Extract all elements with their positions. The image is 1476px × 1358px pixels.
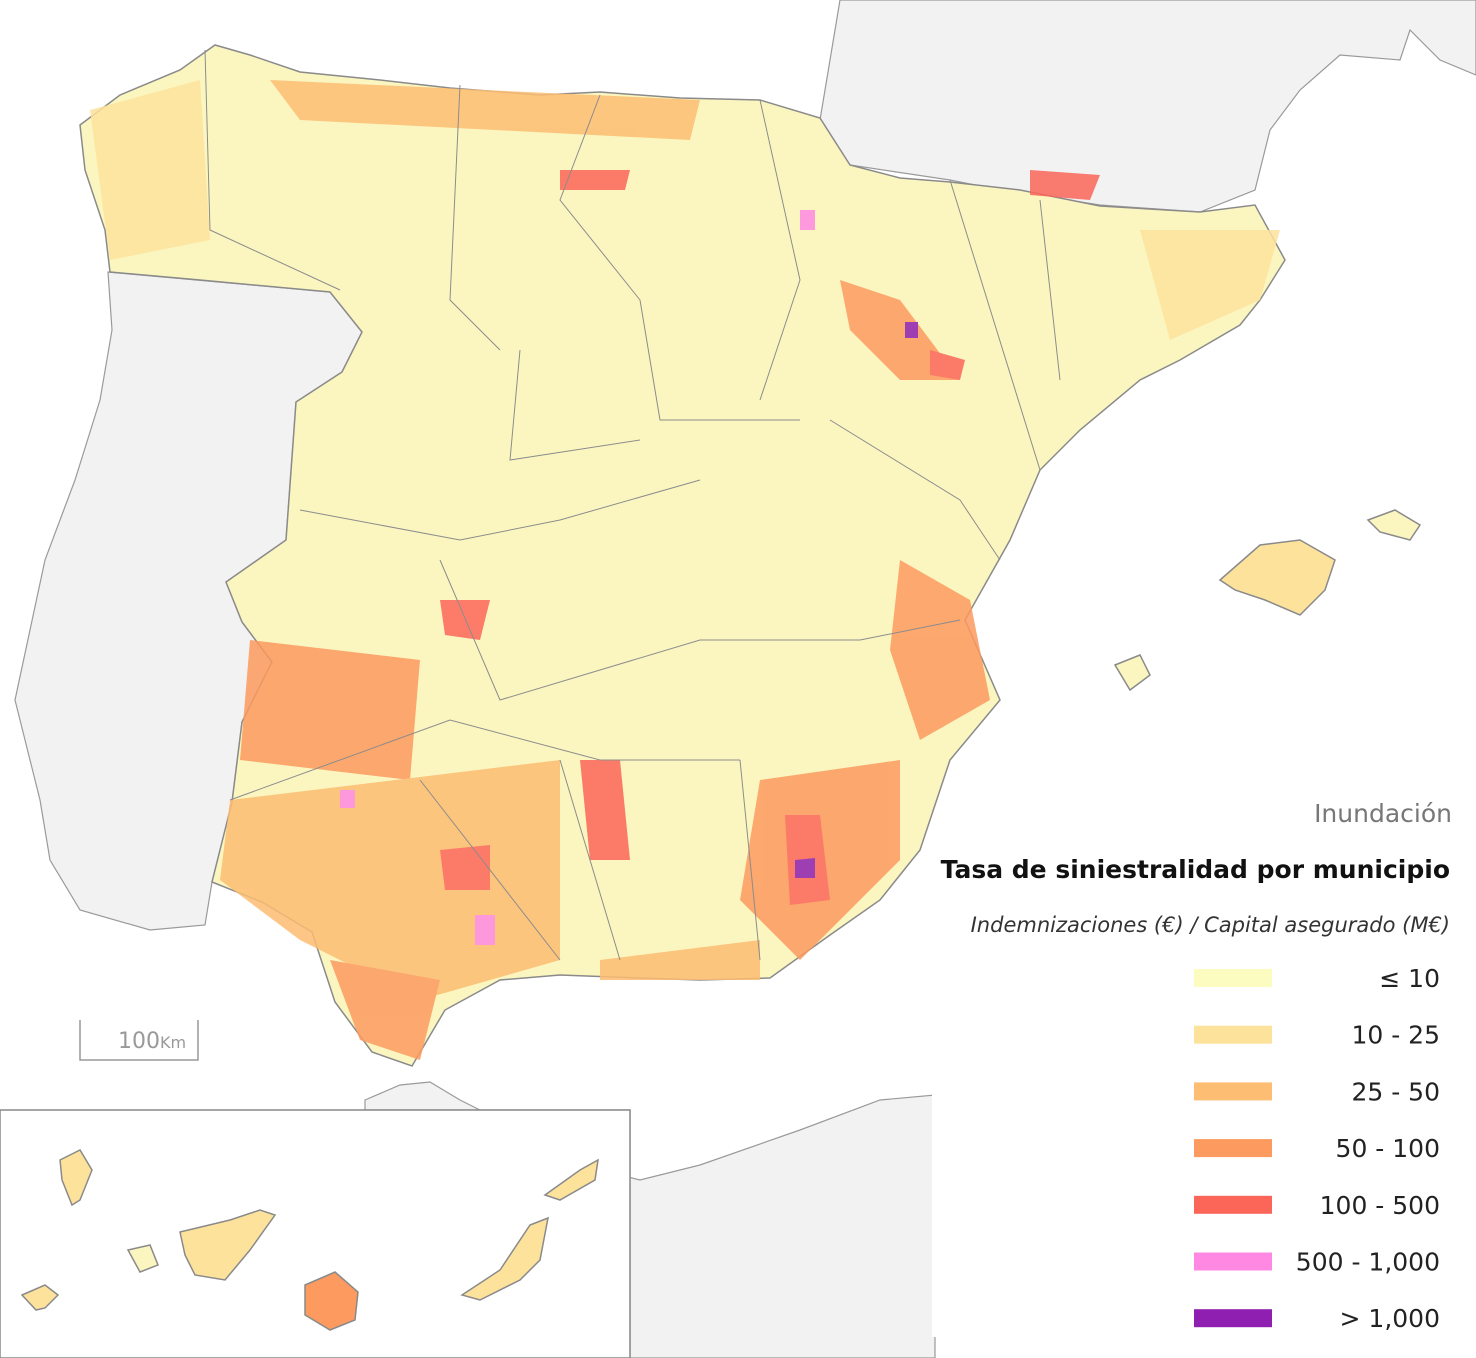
balearics xyxy=(1113,509,1422,692)
map-subtitle-top: Inundación xyxy=(1314,799,1452,828)
legend: ≤ 10 10 - 25 25 - 50 50 - 100 100 - 500 500 -… xyxy=(1194,964,1440,1333)
legend-box xyxy=(932,925,1450,1337)
map-title: Tasa de siniestralidad por municipio xyxy=(941,855,1450,884)
legend-swatch xyxy=(1194,969,1272,987)
legend-swatch xyxy=(1194,1082,1272,1101)
scale-value: 100 xyxy=(118,1029,160,1054)
legend-label: 50 - 100 xyxy=(1336,1134,1440,1163)
map-subtitle: Indemnizaciones (€) / Capital asegurado … xyxy=(971,913,1450,937)
legend-swatch xyxy=(1194,1252,1272,1271)
legend-label: 25 - 50 xyxy=(1351,1077,1440,1106)
legend-swatch xyxy=(1194,1139,1272,1158)
legend-label: 10 - 25 xyxy=(1351,1021,1440,1050)
legend-swatch xyxy=(1194,1025,1272,1044)
legend-label: ≤ 10 xyxy=(1379,964,1440,993)
scale-bar-label: 100Km xyxy=(118,1029,186,1054)
province-borders xyxy=(204,49,1061,961)
legend-swatch xyxy=(1194,1195,1272,1214)
legend-label: 100 - 500 xyxy=(1320,1191,1440,1220)
legend-label: 500 - 1,000 xyxy=(1296,1248,1440,1277)
legend-swatch xyxy=(1194,1309,1272,1328)
canary-islands xyxy=(20,1149,599,1331)
scale-unit: Km xyxy=(160,1033,186,1052)
legend-label: > 1,000 xyxy=(1340,1304,1440,1333)
scale-bar-line xyxy=(79,1020,199,1061)
risk-patches xyxy=(90,80,1280,1060)
scale-bar: 100Km xyxy=(79,1020,199,1061)
